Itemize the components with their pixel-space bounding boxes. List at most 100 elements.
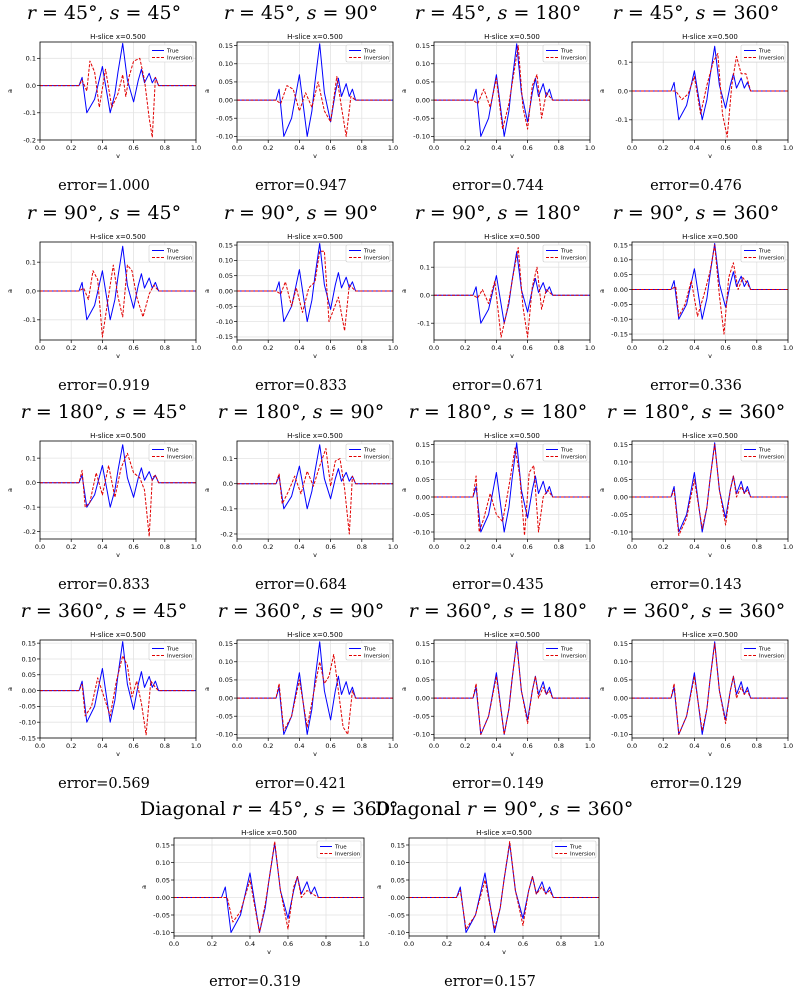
y-tick-label: 0.00: [416, 493, 430, 501]
y-tick-label: 0.15: [391, 841, 405, 849]
x-tick-label: 0.0: [429, 344, 439, 352]
panel-title-r: 360°: [643, 600, 690, 622]
x-tick-label: 0.2: [460, 543, 470, 551]
panel-title: r = 45°, s = 180°: [414, 2, 582, 24]
panel-title: r = 360°, s = 180°: [408, 600, 588, 622]
line-chart: 0.0 0.2 0.4 0.6 0.8 1.0 -0.10 -0.05 0.00 0.05 0.10…: [598, 631, 793, 756]
x-tick-label: 0.0: [35, 344, 45, 352]
x-tick-label: 0.4: [294, 144, 304, 152]
y-tick-label: 0.00: [614, 493, 628, 501]
panel-title-s: 360°: [587, 798, 634, 820]
y-axis-label: a: [203, 488, 211, 492]
legend-label: Inversion: [561, 455, 587, 461]
y-tick-label: -0.05: [611, 301, 628, 309]
x-tick-label: 0.4: [491, 742, 501, 750]
x-axis-label: y: [313, 352, 317, 358]
error-label: error=0.947: [255, 178, 347, 194]
y-tick-label: -0.15: [611, 330, 628, 338]
slice-title: H-slice x=0.500: [484, 432, 540, 440]
y-tick-label: 0.00: [391, 894, 405, 902]
legend-label: Inversion: [335, 852, 361, 858]
y-tick-label: 0.05: [219, 676, 233, 684]
panel-title-s: 90°: [344, 2, 379, 24]
error-label: error=0.319: [209, 974, 301, 990]
y-tick-label: 0.15: [219, 241, 233, 249]
y-tick-label: 0.15: [614, 441, 628, 449]
axes-frame: [236, 241, 394, 341]
chart-panel: r = 180°, s = 360° 0.0 0.2 0.4 0.6 0.8 1.0 -0.1…: [598, 401, 794, 597]
line-chart: 0.0 0.2 0.4 0.6 0.8 1.0 -0.1 0.0 0.1 H-slice x=0.…: [598, 33, 793, 158]
legend-label: True: [758, 49, 771, 55]
line-chart: 0.0 0.2 0.4 0.6 0.8 1.0 -0.15 -0.10 -0.05 0.00 0.0…: [6, 631, 201, 756]
x-axis-label: y: [116, 152, 120, 158]
y-tick-label: -0.1: [23, 503, 36, 511]
line-chart: 0.0 0.2 0.4 0.6 0.8 1.0 -0.2 -0.1 0.0 0.1 H-slice …: [6, 432, 201, 557]
line-chart: 0.0 0.2 0.4 0.6 0.8 1.0 -0.2 -0.1 0.0 0.1 H-slice …: [6, 33, 201, 158]
x-tick-label: 0.2: [263, 144, 273, 152]
series-line-inversion: [434, 45, 590, 130]
y-tick-label: -0.2: [23, 528, 36, 536]
x-tick-label: 0.2: [66, 344, 76, 352]
x-tick-label: 0.6: [720, 344, 730, 352]
y-tick-label: -0.05: [611, 511, 628, 519]
y-axis-label: a: [598, 687, 606, 691]
y-axis-label: a: [6, 687, 14, 691]
series-line-inversion: [40, 655, 196, 736]
line-chart: 0.0 0.2 0.4 0.6 0.8 1.0 -0.10 -0.05 0.00 0.05 0.10…: [400, 432, 595, 557]
chart-panel: r = 45°, s = 45° 0.0 0.2 0.4 0.6 0.8 1.0 -0.2 -0…: [6, 2, 202, 198]
line-chart: 0.0 0.2 0.4 0.6 0.8 1.0 -0.10 -0.05 0.00 0.05 0.10…: [375, 829, 604, 954]
axes-frame: [631, 241, 789, 341]
x-tick-label: 1.0: [388, 344, 398, 352]
x-tick-label: 0.8: [160, 344, 170, 352]
y-tick-label: -0.05: [388, 911, 405, 919]
x-tick-label: 0.8: [160, 543, 170, 551]
x-tick-label: 1.0: [585, 543, 595, 551]
series-line-true: [40, 641, 196, 723]
y-tick-label: -0.1: [615, 116, 628, 124]
axes-frame: [39, 440, 197, 540]
chart-panel: Diagonal r = 90°, s = 360° 0.0 0.2 0.4 0.6 0.…: [375, 798, 633, 994]
y-tick-label: 0.15: [416, 42, 430, 50]
legend-label: True: [363, 448, 376, 454]
x-tick-label: 0.0: [627, 742, 637, 750]
x-tick-label: 0.4: [491, 543, 501, 551]
y-tick-label: 0.05: [614, 676, 628, 684]
x-tick-label: 0.6: [325, 344, 335, 352]
x-axis-label: y: [116, 352, 120, 358]
x-tick-label: 0.8: [752, 144, 762, 152]
x-axis-label: y: [510, 152, 514, 158]
legend-label: True: [334, 845, 347, 851]
legend-label: True: [569, 845, 582, 851]
y-tick-label: -0.10: [611, 731, 628, 739]
slice-title: H-slice x=0.500: [287, 432, 343, 440]
y-tick-label: 0.10: [156, 859, 170, 867]
axes-frame: [631, 639, 789, 739]
x-tick-label: 1.0: [783, 144, 793, 152]
y-axis-label: a: [598, 89, 606, 93]
series-line-inversion: [434, 643, 590, 735]
x-tick-label: 1.0: [359, 940, 369, 948]
y-tick-label: 0.10: [22, 655, 36, 663]
y-tick-label: 0.10: [416, 458, 430, 466]
x-tick-label: 0.0: [35, 144, 45, 152]
y-tick-label: 0.10: [416, 60, 430, 68]
legend-label: Inversion: [167, 56, 193, 62]
line-chart: 0.0 0.2 0.4 0.6 0.8 1.0 -0.10 -0.05 0.00 0.05 0.10…: [400, 631, 595, 756]
x-tick-label: 1.0: [388, 543, 398, 551]
y-tick-label: 0.00: [22, 687, 36, 695]
panel-title: r = 90°, s = 180°: [414, 202, 582, 224]
x-tick-label: 0.6: [128, 742, 138, 750]
x-tick-label: 0.6: [720, 742, 730, 750]
y-tick-label: 0.05: [614, 271, 628, 279]
chart-panel: r = 360°, s = 90° 0.0 0.2 0.4 0.6 0.8 1.0 -0.10…: [203, 600, 399, 796]
legend-label: Inversion: [759, 56, 785, 62]
legend-label: True: [560, 49, 573, 55]
y-tick-label: -0.15: [19, 734, 36, 742]
slice-title: H-slice x=0.500: [484, 33, 540, 41]
